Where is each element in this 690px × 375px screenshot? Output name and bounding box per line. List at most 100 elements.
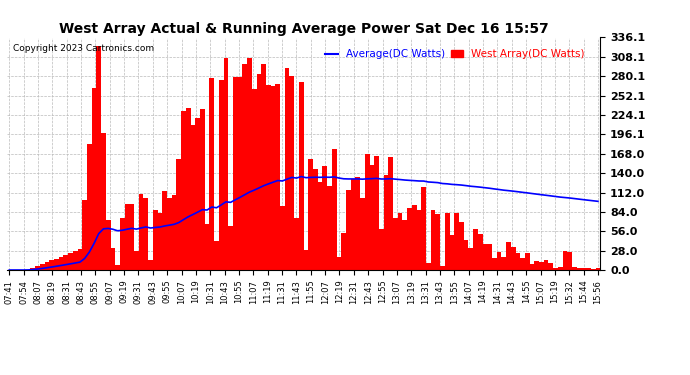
Bar [59, 257, 63, 270]
Bar [558, 267, 562, 270]
Bar [68, 253, 73, 270]
Bar [365, 154, 370, 270]
Bar [327, 186, 332, 270]
Bar [342, 233, 346, 270]
Bar [148, 260, 153, 270]
Legend: Average(DC Watts), West Array(DC Watts): Average(DC Watts), West Array(DC Watts) [322, 45, 589, 63]
Bar [497, 252, 502, 270]
Bar [257, 74, 262, 270]
Bar [450, 236, 454, 270]
Bar [252, 89, 257, 270]
Bar [209, 78, 214, 270]
Bar [572, 267, 577, 270]
Bar [228, 226, 233, 270]
Bar [167, 198, 172, 270]
Bar [469, 248, 473, 270]
Bar [77, 249, 82, 270]
Bar [393, 218, 398, 270]
Bar [266, 86, 270, 270]
Bar [313, 169, 317, 270]
Bar [539, 262, 544, 270]
Bar [511, 247, 515, 270]
Bar [134, 251, 139, 270]
Bar [549, 263, 553, 270]
Bar [379, 229, 384, 270]
Bar [417, 210, 422, 270]
Bar [270, 86, 275, 270]
Bar [591, 268, 595, 270]
Bar [92, 88, 97, 270]
Bar [464, 240, 469, 270]
Bar [595, 268, 600, 270]
Bar [101, 133, 106, 270]
Bar [237, 77, 242, 270]
Bar [186, 108, 190, 270]
Bar [502, 257, 506, 270]
Bar [506, 242, 511, 270]
Bar [398, 213, 402, 270]
Bar [129, 204, 134, 270]
Bar [120, 218, 125, 270]
Bar [562, 251, 567, 270]
Bar [407, 208, 412, 270]
Bar [582, 267, 586, 270]
Bar [435, 214, 440, 270]
Bar [577, 268, 582, 270]
Bar [322, 166, 327, 270]
Bar [49, 261, 54, 270]
Bar [247, 58, 252, 270]
Bar [162, 191, 167, 270]
Bar [35, 266, 40, 270]
Bar [144, 198, 148, 270]
Bar [388, 157, 393, 270]
Bar [473, 229, 478, 270]
Bar [567, 252, 572, 270]
Bar [454, 213, 459, 270]
Bar [478, 234, 482, 270]
Bar [195, 118, 200, 270]
Bar [374, 156, 379, 270]
Bar [426, 263, 431, 270]
Bar [332, 149, 337, 270]
Bar [317, 182, 322, 270]
Bar [337, 257, 342, 270]
Bar [54, 259, 59, 270]
Bar [200, 109, 205, 270]
Bar [440, 266, 445, 270]
Bar [294, 218, 299, 270]
Bar [275, 84, 280, 270]
Bar [308, 159, 313, 270]
Text: Copyright 2023 Cartronics.com: Copyright 2023 Cartronics.com [13, 45, 154, 54]
Bar [214, 241, 219, 270]
Bar [534, 261, 539, 270]
Bar [412, 206, 417, 270]
Bar [40, 264, 45, 270]
Bar [459, 222, 464, 270]
Bar [544, 260, 549, 270]
Bar [530, 264, 534, 270]
Bar [299, 82, 304, 270]
Bar [224, 58, 228, 270]
Bar [487, 244, 492, 270]
Bar [525, 253, 530, 270]
Bar [285, 68, 290, 270]
Bar [233, 77, 237, 270]
Bar [177, 159, 181, 270]
Bar [87, 144, 92, 270]
Bar [172, 195, 177, 270]
Bar [157, 213, 162, 270]
Bar [351, 179, 355, 270]
Bar [553, 268, 558, 270]
Bar [45, 262, 49, 270]
Bar [153, 210, 157, 270]
Bar [63, 255, 68, 270]
Bar [346, 190, 351, 270]
Bar [190, 125, 195, 270]
Bar [242, 64, 247, 270]
Bar [360, 198, 365, 270]
Bar [402, 220, 407, 270]
Bar [492, 258, 497, 270]
Bar [73, 251, 77, 270]
Bar [422, 187, 426, 270]
Bar [125, 204, 129, 270]
